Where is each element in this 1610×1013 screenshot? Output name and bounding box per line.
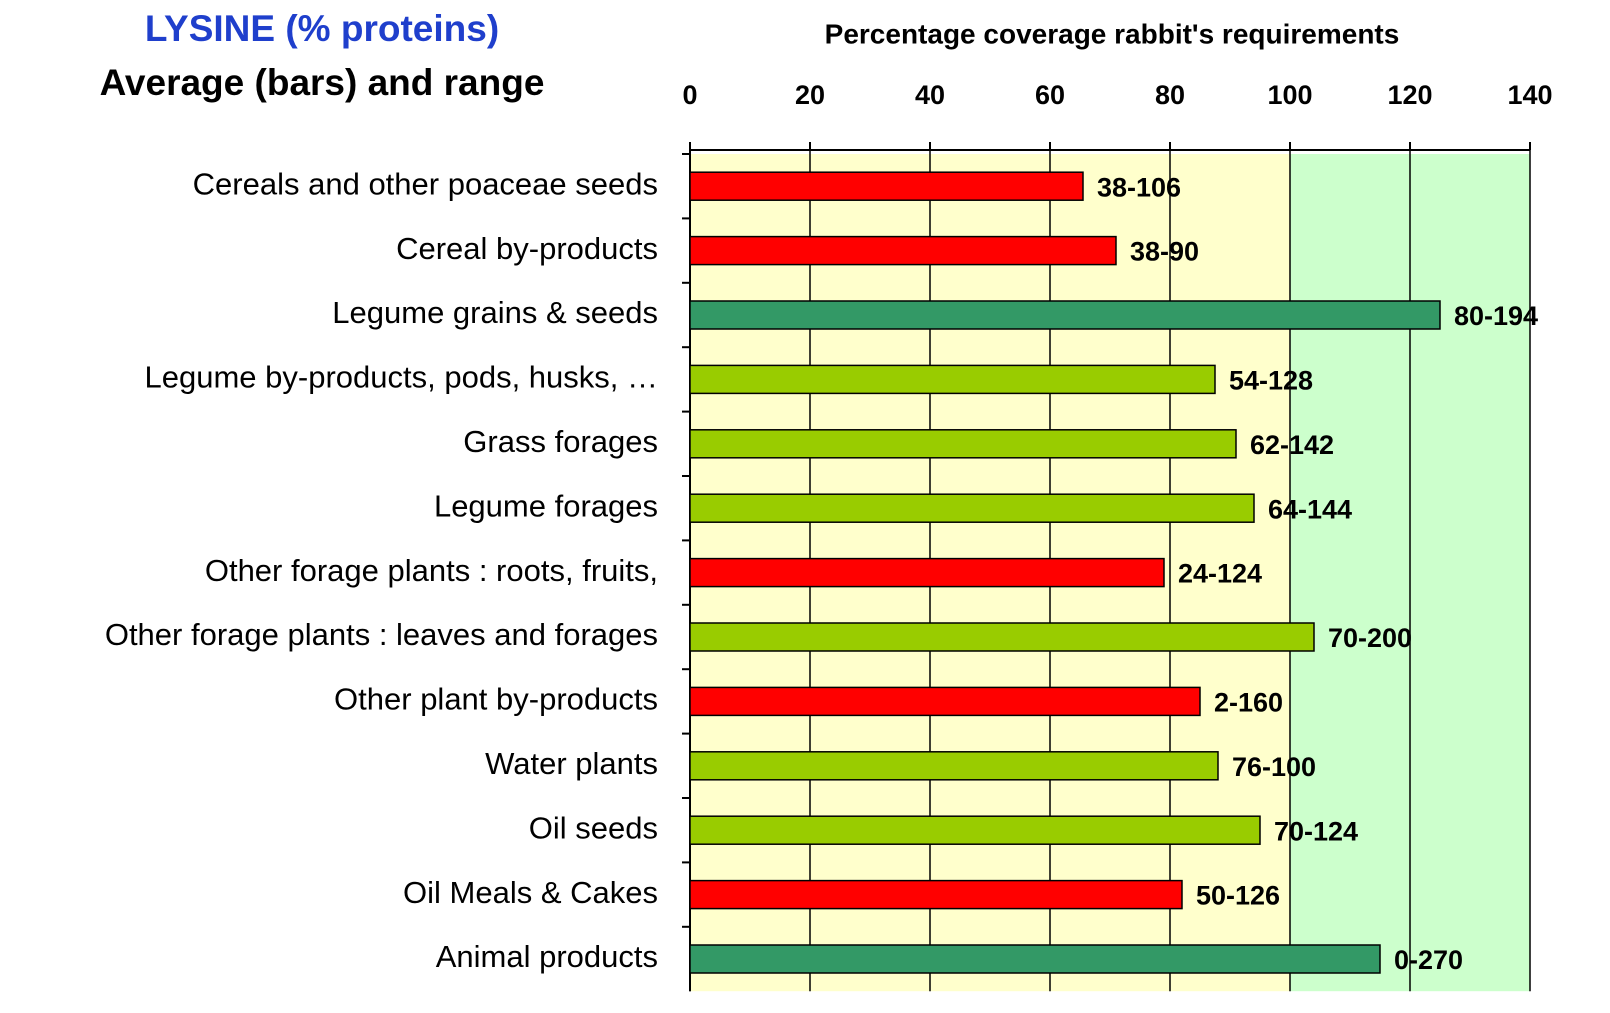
y-tick-label: Water plants [485,746,658,781]
bar [689,429,1237,459]
bar [689,944,1381,974]
y-tick-label: Cereal by-products [396,231,658,266]
x-tick-label: 0 [682,80,697,110]
range-label: 70-200 [1328,623,1412,653]
y-tick-label: Cereals and other poaceae seeds [193,166,658,201]
range-label: 24-124 [1178,559,1262,589]
y-tick-label: Other forage plants : roots, fruits, [205,553,658,588]
y-tick-label: Other forage plants : leaves and forages [105,617,658,652]
bar [689,235,1117,266]
range-label: 38-106 [1097,172,1181,202]
range-label: 54-128 [1229,366,1313,396]
bar [689,686,1201,717]
y-tick-label: Grass forages [463,424,658,459]
bar [689,879,1183,910]
bar [689,364,1216,395]
x-tick-label: 100 [1267,80,1312,110]
bar [689,622,1315,652]
x-tick-label: 80 [1155,80,1185,110]
bar [689,557,1165,588]
x-tick-label: 60 [1035,80,1065,110]
chart-subtitle: Average (bars) and range [100,62,545,103]
range-label: 64-144 [1268,494,1352,524]
range-label: 50-126 [1196,881,1280,911]
range-label: 70-124 [1274,816,1358,846]
y-tick-label: Other plant by-products [334,682,658,717]
x-tick-label: 20 [795,80,825,110]
y-tick-label: Legume grains & seeds [332,295,658,330]
x-tick-label: 120 [1387,80,1432,110]
range-label: 0-270 [1394,945,1463,975]
bar [689,815,1261,845]
x-tick-label: 40 [915,80,945,110]
range-label: 80-194 [1454,301,1538,331]
bar [689,171,1084,201]
chart-title: LYSINE (% proteins) [145,8,499,49]
x-tick-label: 140 [1507,80,1552,110]
y-tick-label: Oil Meals & Cakes [403,875,658,910]
y-tick-label: Legume forages [434,488,658,523]
bar [689,300,1441,330]
y-tick-label: Animal products [436,939,658,974]
y-tick-label: Oil seeds [529,810,658,845]
range-label: 62-142 [1250,430,1334,460]
y-tick-label: Legume by-products, pods, husks, … [145,360,658,395]
bar [689,493,1255,523]
bar [689,751,1219,781]
range-label: 2-160 [1214,688,1283,718]
range-label: 76-100 [1232,752,1316,782]
range-label: 38-90 [1130,237,1199,267]
x-axis-title: Percentage coverage rabbit's requirement… [825,18,1400,49]
